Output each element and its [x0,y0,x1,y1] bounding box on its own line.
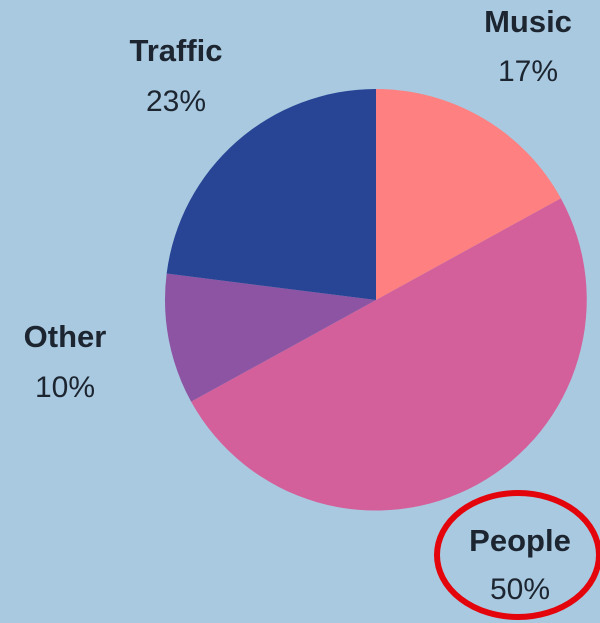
label-traffic: Traffic 23% [129,33,222,118]
slice-value-music: 17% [498,55,558,88]
pie-slice-traffic [166,89,376,300]
pie-slices [164,89,587,511]
highlight-circle-people [434,490,600,620]
slice-label-music: Music [484,4,572,39]
pie-slice-other [164,273,376,402]
slice-value-people: 50% [490,573,550,606]
slice-value-other: 10% [35,371,95,404]
label-people: People 50% [469,523,571,606]
label-other: Other 10% [24,319,107,404]
slice-label-other: Other [24,319,107,354]
label-music: Music 17% [484,4,572,88]
pie-slice-music [376,89,561,300]
slice-value-traffic: 23% [146,85,206,118]
slice-label-people: People [469,523,571,558]
slice-label-traffic: Traffic [129,33,222,68]
pie-slice-people [191,198,587,511]
